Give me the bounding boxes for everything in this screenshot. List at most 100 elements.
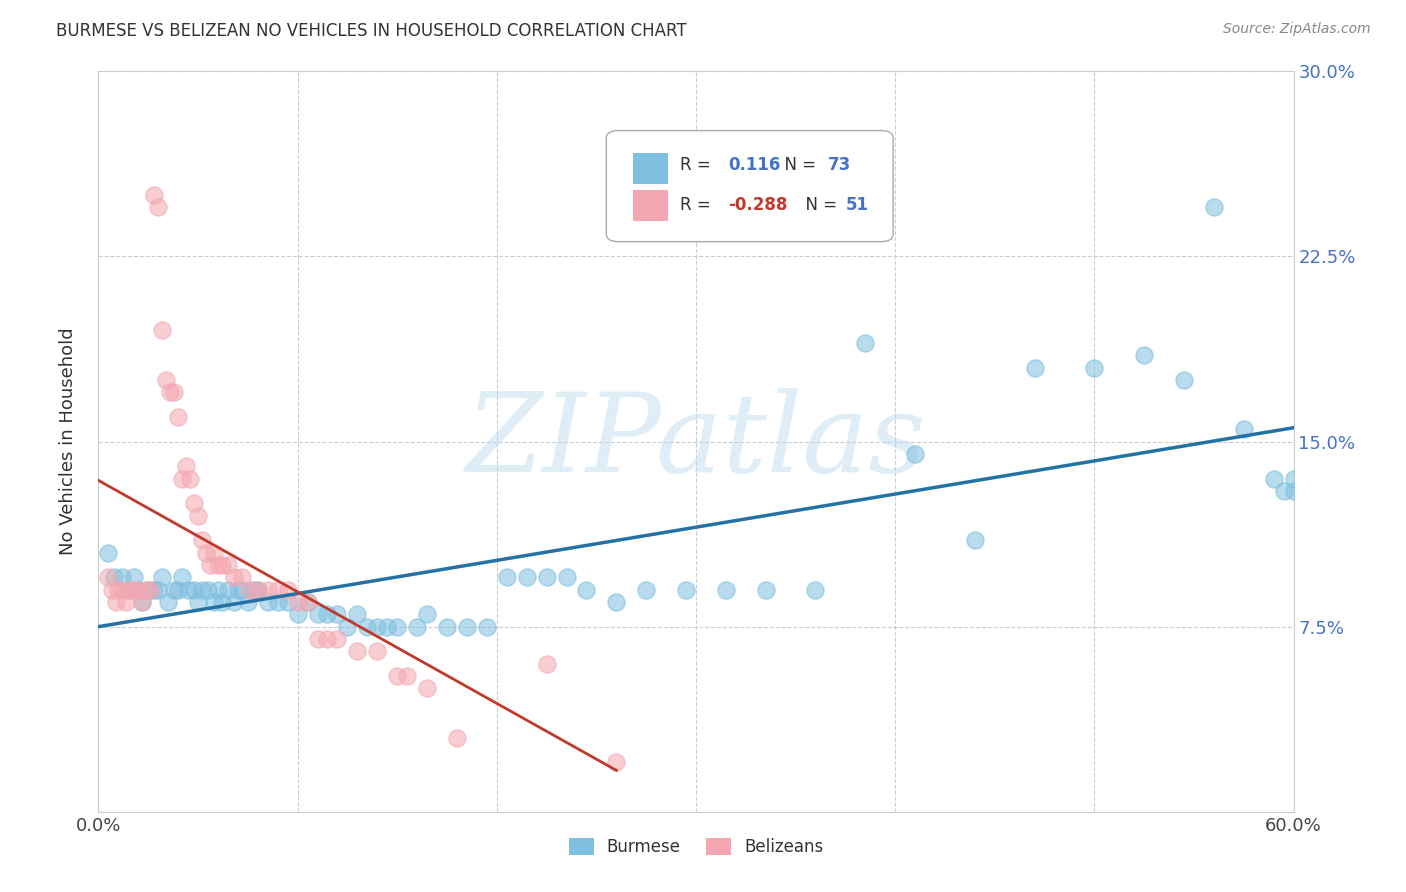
Point: [183, 582, 205, 597]
Point: [207, 558, 229, 572]
Point: [103, 570, 125, 584]
Point: [150, 570, 173, 584]
Point: [1282, 483, 1305, 498]
Point: [211, 558, 233, 572]
Point: [287, 595, 309, 609]
Text: -0.288: -0.288: [728, 195, 787, 213]
Point: [187, 508, 209, 523]
Point: [148, 582, 170, 597]
Point: [1173, 373, 1195, 387]
Point: [1282, 471, 1305, 485]
Point: [366, 619, 388, 633]
Point: [246, 582, 269, 597]
Point: [267, 595, 290, 609]
Point: [222, 595, 245, 609]
Text: N =: N =: [796, 195, 842, 213]
Point: [136, 582, 159, 597]
Point: [174, 459, 197, 474]
Point: [396, 669, 419, 683]
Point: [1133, 348, 1156, 362]
Point: [605, 756, 627, 770]
Point: [675, 582, 697, 597]
Point: [1024, 360, 1046, 375]
Point: [107, 582, 129, 597]
Point: [135, 582, 157, 597]
Point: [198, 558, 221, 572]
Point: [101, 582, 124, 597]
Point: [115, 595, 138, 609]
Point: [211, 595, 233, 609]
Point: [336, 619, 359, 633]
Point: [416, 607, 439, 622]
Point: [1083, 360, 1105, 375]
Point: [356, 619, 378, 633]
Point: [111, 582, 134, 597]
Point: [231, 570, 253, 584]
Point: [256, 582, 278, 597]
Point: [159, 385, 181, 400]
Point: [516, 570, 538, 584]
Point: [436, 619, 458, 633]
Point: [157, 595, 180, 609]
Point: [172, 570, 194, 584]
Point: [1272, 483, 1295, 498]
Point: [277, 595, 299, 609]
Point: [124, 582, 146, 597]
Point: [366, 644, 388, 658]
Point: [195, 546, 218, 560]
Point: [1263, 471, 1285, 485]
Text: R =: R =: [681, 155, 717, 174]
Point: [231, 582, 253, 597]
Point: [187, 595, 209, 609]
Point: [127, 582, 149, 597]
Point: [316, 632, 339, 646]
Point: [904, 447, 927, 461]
Point: [127, 582, 149, 597]
Point: [236, 595, 259, 609]
Point: [326, 607, 349, 622]
Point: [139, 582, 162, 597]
Point: [97, 546, 120, 560]
Point: [131, 595, 153, 609]
Text: Source: ZipAtlas.com: Source: ZipAtlas.com: [1223, 22, 1371, 37]
Y-axis label: No Vehicles in Household: No Vehicles in Household: [59, 327, 77, 556]
Point: [1233, 422, 1256, 436]
Point: [297, 595, 319, 609]
Point: [346, 607, 368, 622]
Point: [131, 595, 153, 609]
FancyBboxPatch shape: [633, 190, 668, 221]
Point: [267, 582, 290, 597]
Point: [191, 533, 214, 548]
Point: [536, 657, 558, 671]
Point: [287, 607, 309, 622]
Point: [385, 669, 409, 683]
Point: [406, 619, 429, 633]
Point: [963, 533, 986, 548]
Point: [226, 582, 249, 597]
Point: [853, 335, 876, 350]
Point: [172, 471, 194, 485]
Text: ZIPatlas: ZIPatlas: [465, 388, 927, 495]
Text: BURMESE VS BELIZEAN NO VEHICLES IN HOUSEHOLD CORRELATION CHART: BURMESE VS BELIZEAN NO VEHICLES IN HOUSE…: [56, 22, 688, 40]
FancyBboxPatch shape: [606, 130, 893, 242]
Point: [111, 570, 134, 584]
Point: [163, 385, 186, 400]
Text: N =: N =: [773, 155, 821, 174]
Point: [495, 570, 517, 584]
Point: [179, 471, 201, 485]
Text: R =: R =: [681, 195, 717, 213]
Point: [605, 595, 627, 609]
Point: [307, 632, 329, 646]
Point: [202, 546, 225, 560]
Point: [446, 731, 468, 745]
Point: [217, 558, 239, 572]
Point: [416, 681, 439, 696]
Point: [346, 644, 368, 658]
Point: [575, 582, 598, 597]
Text: 51: 51: [845, 195, 869, 213]
Point: [804, 582, 827, 597]
Point: [202, 595, 225, 609]
Point: [555, 570, 578, 584]
Text: 73: 73: [827, 155, 851, 174]
Point: [97, 570, 120, 584]
